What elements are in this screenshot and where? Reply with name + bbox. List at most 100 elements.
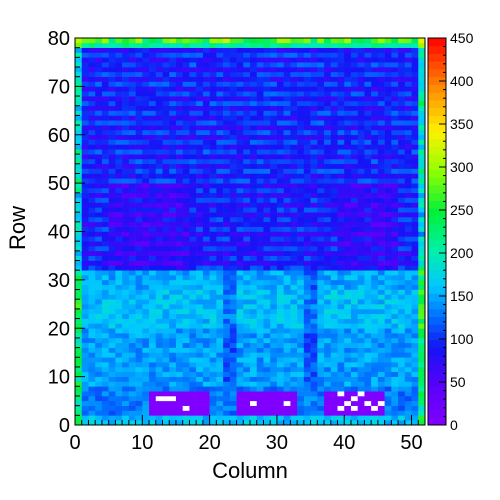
heatmap-cell — [189, 100, 197, 107]
colorbar-swatch — [428, 301, 446, 310]
heatmap-cell — [122, 270, 130, 276]
heatmap-cell — [310, 265, 318, 271]
heatmap-cell — [115, 323, 123, 329]
heatmap-cell — [182, 395, 190, 402]
heatmap-cell — [142, 231, 150, 237]
heatmap-cell — [411, 328, 419, 334]
heatmap-cell — [101, 333, 109, 339]
heatmap-cell — [122, 347, 130, 353]
heatmap-cell — [324, 362, 332, 368]
heatmap-cell — [175, 96, 183, 102]
heatmap-cell — [418, 328, 426, 334]
heatmap-cell — [398, 187, 406, 194]
heatmap-cell — [344, 62, 352, 68]
heatmap-cell — [196, 275, 204, 281]
heatmap-cell — [344, 120, 352, 126]
heatmap-cell — [229, 192, 237, 198]
heatmap-cell — [411, 81, 419, 87]
heatmap-cell — [243, 376, 251, 382]
heatmap-cell — [364, 154, 372, 160]
heatmap-cell — [101, 163, 109, 169]
heatmap-cell — [404, 163, 412, 169]
heatmap-cell — [317, 38, 325, 44]
heatmap-cell — [377, 134, 385, 140]
heatmap-cell — [337, 42, 345, 48]
heatmap-cell — [122, 158, 130, 165]
heatmap-cell — [229, 62, 237, 68]
heatmap-cell — [411, 405, 419, 411]
heatmap-cell — [310, 337, 318, 344]
heatmap-cell — [209, 212, 217, 218]
heatmap-cell — [357, 81, 365, 87]
heatmap-cell — [418, 313, 426, 319]
heatmap-cell — [377, 202, 385, 208]
heatmap-cell — [384, 313, 392, 319]
heatmap-cell — [371, 395, 379, 402]
heatmap-cell — [263, 405, 271, 411]
heatmap-cell — [223, 270, 231, 276]
heatmap-cell — [398, 96, 406, 102]
heatmap-cell — [250, 81, 258, 87]
heatmap-cell — [310, 352, 318, 358]
heatmap-cell — [115, 236, 123, 242]
heatmap-cell — [209, 105, 217, 111]
heatmap-cell — [101, 352, 109, 358]
heatmap-cell — [404, 105, 412, 111]
heatmap-cell — [324, 270, 332, 276]
heatmap-cell — [196, 168, 204, 174]
heatmap-cell — [236, 265, 244, 271]
heatmap-cell — [202, 270, 210, 276]
heatmap-cell — [384, 395, 392, 402]
heatmap-cell — [344, 410, 352, 416]
heatmap-cell — [162, 163, 170, 169]
heatmap-cell — [398, 333, 406, 339]
heatmap-cell — [377, 226, 385, 232]
heatmap-cell — [162, 187, 170, 194]
heatmap-cell — [216, 173, 224, 179]
heatmap-cell — [162, 299, 170, 305]
heatmap-cell — [81, 299, 89, 305]
heatmap-cell — [182, 328, 190, 334]
heatmap-cell — [95, 144, 103, 150]
heatmap-cell — [229, 57, 237, 63]
heatmap-cell — [243, 47, 251, 53]
heatmap-cell — [384, 337, 392, 344]
heatmap-cell — [101, 371, 109, 377]
heatmap-cell — [243, 120, 251, 126]
heatmap-cell — [364, 183, 372, 189]
heatmap-cell — [155, 328, 163, 334]
heatmap-cell — [108, 323, 116, 329]
heatmap-cell — [236, 410, 244, 416]
heatmap-cell — [303, 376, 311, 382]
heatmap-cell — [317, 386, 325, 392]
heatmap-cell — [243, 362, 251, 368]
heatmap-cell — [243, 212, 251, 218]
heatmap-cell — [135, 144, 143, 150]
heatmap-cell — [142, 255, 150, 261]
heatmap-cell — [283, 105, 291, 111]
heatmap-cell — [256, 81, 264, 87]
heatmap-cell — [283, 342, 291, 348]
heatmap-cell — [337, 62, 345, 68]
heatmap-cell — [75, 216, 83, 223]
heatmap-cell — [404, 357, 412, 363]
heatmap-cell — [236, 125, 244, 131]
heatmap-cell — [324, 129, 332, 136]
heatmap-cell — [175, 52, 183, 58]
heatmap-cell — [297, 357, 305, 363]
heatmap-cell — [364, 318, 372, 324]
heatmap-cell — [135, 216, 143, 223]
heatmap-cell — [95, 265, 103, 271]
heatmap-cell — [357, 67, 365, 73]
heatmap-cell — [411, 246, 419, 252]
heatmap-cell — [95, 415, 103, 421]
heatmap-cell — [263, 42, 271, 48]
heatmap-cell — [418, 410, 426, 416]
heatmap-cell — [196, 202, 204, 208]
heatmap-cell — [108, 304, 116, 310]
heatmap-cell — [357, 250, 365, 256]
heatmap-cell — [297, 71, 305, 77]
heatmap-cell — [411, 197, 419, 203]
heatmap-cell — [350, 420, 358, 426]
heatmap-cell — [162, 96, 170, 102]
